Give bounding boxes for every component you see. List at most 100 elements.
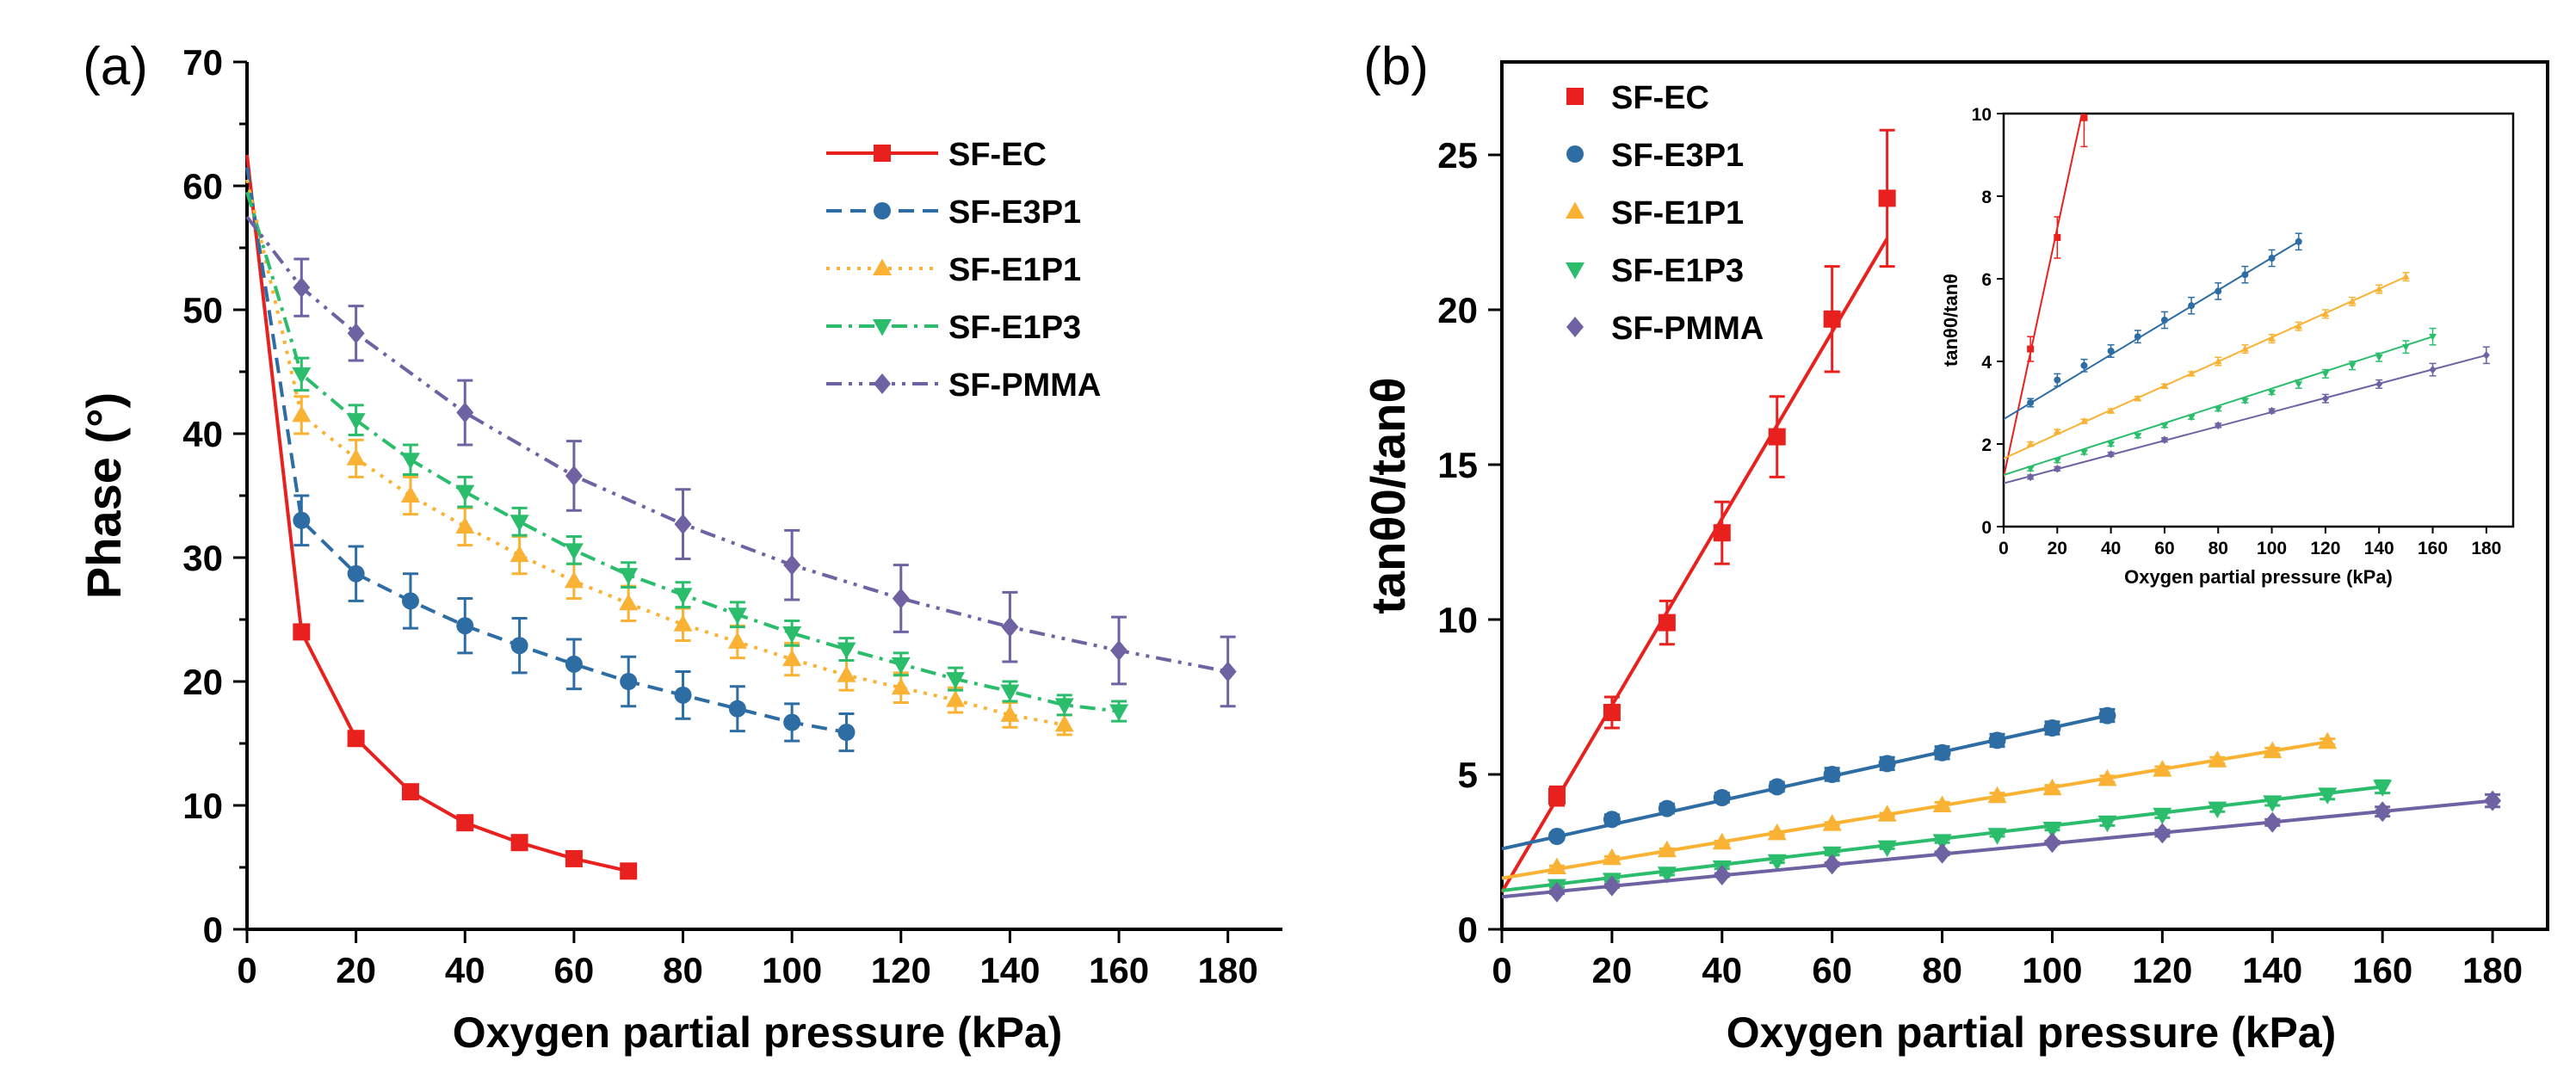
data-point-a-SF-E1P1 bbox=[727, 632, 747, 649]
legend-label-a: SF-E1P1 bbox=[948, 252, 1081, 288]
series-b-SF-E3P1 bbox=[1501, 706, 2116, 851]
x-tick-label-b: 140 bbox=[2242, 950, 2302, 990]
inset-data-point-SF-E1P3 bbox=[2053, 458, 2061, 465]
data-point-b-SF-PMMA bbox=[1823, 854, 1841, 875]
inset-x-tick-label: 0 bbox=[1998, 539, 2009, 558]
series-a-SF-E1P3 bbox=[245, 191, 1129, 723]
data-point-a-SF-E1P3 bbox=[673, 588, 693, 605]
data-point-a-SF-PMMA bbox=[1001, 616, 1019, 638]
inset-data-point-SF-E1P3 bbox=[2134, 433, 2142, 440]
data-point-a-SF-E1P3 bbox=[891, 657, 911, 675]
inset-data-point-SF-E3P1 bbox=[2215, 287, 2222, 295]
inset-fit-line-SF-EC bbox=[2004, 114, 2083, 478]
inset-data-point-SF-E1P1 bbox=[2241, 345, 2249, 352]
data-point-a-SF-E1P3 bbox=[727, 607, 747, 625]
legend-label-a: SF-PMMA bbox=[948, 367, 1101, 404]
x-tick-label-b: 160 bbox=[2352, 950, 2412, 990]
fit-line-b-SF-E3P1 bbox=[1501, 713, 2108, 851]
inset-data-point-SF-PMMA bbox=[2375, 379, 2383, 389]
data-point-a-SF-E3P1 bbox=[510, 637, 528, 655]
data-point-a-SF-PMMA bbox=[1219, 661, 1237, 682]
data-point-b-SF-EC bbox=[1603, 704, 1621, 721]
data-point-b-SF-EC bbox=[1823, 310, 1841, 328]
inset-data-point-SF-E3P1 bbox=[2295, 237, 2302, 245]
data-point-b-SF-EC bbox=[1768, 428, 1786, 446]
data-point-a-SF-E3P1 bbox=[293, 511, 311, 529]
y-axis-title-b: tanθ0/tanθ bbox=[1361, 377, 1415, 614]
data-point-a-SF-E1P1 bbox=[837, 665, 856, 682]
inset-data-point-SF-E1P3 bbox=[2429, 334, 2437, 341]
data-point-b-SF-PMMA bbox=[1603, 875, 1621, 897]
inset-x-tick-label: 120 bbox=[2310, 539, 2340, 558]
inset-data-point-SF-E1P3 bbox=[2241, 398, 2249, 405]
inset-data-point-SF-PMMA bbox=[2027, 472, 2035, 482]
data-point-b-SF-E3P1 bbox=[1713, 789, 1731, 806]
data-point-a-SF-E3P1 bbox=[728, 700, 746, 718]
data-point-b-SF-E3P1 bbox=[1603, 811, 1621, 829]
inset-series-SF-E3P1 bbox=[2004, 232, 2302, 421]
data-point-b-SF-PMMA bbox=[2374, 801, 2392, 823]
inset-x-tick-label: 20 bbox=[2048, 539, 2067, 558]
data-point-b-SF-E3P1 bbox=[2098, 706, 2116, 725]
series-b-SF-PMMA bbox=[1501, 790, 2502, 903]
inset-y-tick-label: 6 bbox=[1981, 270, 1992, 290]
x-axis-title-a: Oxygen partial pressure (kPa) bbox=[453, 1008, 1063, 1057]
data-point-a-SF-PMMA bbox=[293, 277, 311, 299]
inset-series-SF-E1P1 bbox=[2004, 272, 2410, 459]
inset-data-point-SF-E1P1 bbox=[2401, 273, 2410, 280]
data-point-b-SF-E1P1 bbox=[1712, 832, 1732, 850]
legend-marker-a bbox=[874, 373, 891, 394]
inset-x-tick-label: 80 bbox=[2208, 539, 2228, 558]
data-point-b-SF-E3P1 bbox=[1878, 755, 1896, 773]
legend-label-b: SF-EC bbox=[1611, 80, 1709, 116]
inset-data-point-SF-E1P3 bbox=[2160, 422, 2169, 429]
data-point-b-SF-EC bbox=[1658, 614, 1676, 632]
inset-data-point-SF-EC bbox=[2027, 345, 2035, 353]
data-point-b-SF-E1P3 bbox=[1932, 834, 1952, 851]
inset-data-point-SF-E1P1 bbox=[2026, 440, 2035, 447]
inset-y-tick-label: 8 bbox=[1981, 188, 1992, 207]
y-axis-title-a: Phase (°) bbox=[77, 392, 131, 599]
inset-data-point-SF-PMMA bbox=[2321, 394, 2329, 403]
inset-x-tick-label: 140 bbox=[2364, 539, 2394, 558]
legend-label-b: SF-PMMA bbox=[1611, 311, 1764, 347]
data-point-b-SF-E3P1 bbox=[1768, 778, 1786, 796]
panel-a-phase-chart: 0 20 40 60 80 100 120 140 160 180 0 10 20 30 40 50 60 70 O… bbox=[77, 37, 1282, 1057]
x-tick-label-a: 120 bbox=[871, 950, 931, 990]
data-point-a-SF-E1P1 bbox=[346, 448, 366, 466]
legend-marker-b bbox=[1566, 262, 1585, 280]
data-point-b-SF-E3P1 bbox=[1933, 743, 1951, 762]
data-point-a-SF-E1P3 bbox=[1054, 698, 1074, 715]
data-point-b-SF-E1P3 bbox=[2208, 801, 2227, 819]
inset-data-point-SF-E1P3 bbox=[2375, 355, 2383, 361]
inset-x-tick-label: 60 bbox=[2154, 539, 2174, 558]
inset-data-point-SF-E1P3 bbox=[2214, 406, 2222, 413]
data-point-a-SF-E1P3 bbox=[946, 672, 966, 689]
series-line-a-SF-EC bbox=[245, 154, 629, 873]
data-point-a-SF-E1P1 bbox=[1000, 705, 1020, 722]
data-point-a-SF-EC bbox=[401, 783, 419, 801]
data-point-a-SF-EC bbox=[347, 730, 365, 748]
data-point-a-SF-E1P3 bbox=[510, 515, 529, 532]
data-point-b-SF-E1P3 bbox=[2153, 807, 2172, 825]
data-point-b-SF-E1P3 bbox=[1767, 854, 1787, 872]
data-point-a-SF-E1P3 bbox=[1109, 704, 1129, 722]
x-tick-label-b: 100 bbox=[2022, 950, 2082, 990]
data-point-b-SF-E1P1 bbox=[2097, 768, 2117, 786]
data-point-a-SF-E1P3 bbox=[782, 626, 802, 644]
data-point-b-SF-E1P1 bbox=[2208, 750, 2227, 768]
data-point-a-SF-E1P3 bbox=[837, 642, 856, 660]
inset-fit-line-SF-E1P1 bbox=[2004, 275, 2406, 459]
legend-marker-a bbox=[873, 319, 892, 336]
inset-data-point-SF-E3P1 bbox=[2160, 317, 2168, 324]
fit-line-b-SF-E1P1 bbox=[1501, 740, 2328, 880]
data-point-b-SF-E1P1 bbox=[1602, 848, 1622, 866]
data-point-a-SF-E3P1 bbox=[456, 617, 474, 635]
y-tick-label-a: 20 bbox=[182, 662, 223, 702]
data-point-a-SF-E1P1 bbox=[782, 649, 802, 667]
data-point-b-SF-E1P1 bbox=[2042, 778, 2062, 796]
legend-marker-b bbox=[1566, 88, 1584, 105]
data-point-b-SF-E3P1 bbox=[1823, 766, 1841, 783]
data-point-a-SF-E1P3 bbox=[400, 453, 420, 470]
